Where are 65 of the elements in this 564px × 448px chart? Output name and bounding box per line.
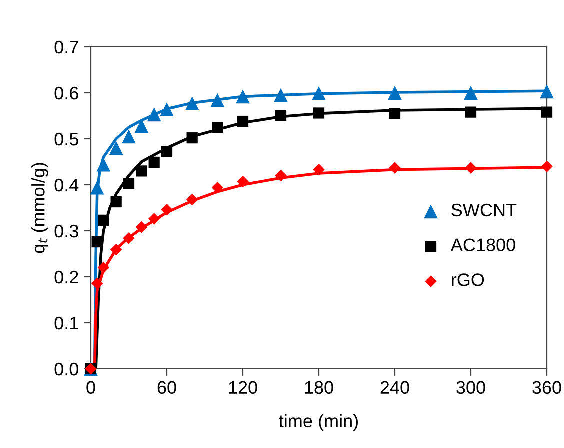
point [90, 180, 104, 195]
point [464, 86, 478, 100]
y-tick-label: 0.7 [54, 40, 78, 54]
point [123, 178, 135, 190]
point [98, 214, 110, 226]
point [148, 156, 160, 168]
point [98, 262, 110, 274]
point [91, 278, 104, 290]
point [147, 108, 162, 122]
point [134, 119, 149, 134]
point [313, 108, 325, 119]
x-tick-label: 120 [229, 381, 258, 394]
point [275, 170, 287, 182]
point [123, 232, 135, 244]
point [148, 213, 160, 225]
point [186, 194, 198, 206]
y-tick-label: 0.5 [54, 132, 78, 146]
point [109, 141, 124, 156]
x-tick-label: 240 [380, 381, 410, 394]
point [237, 176, 249, 188]
y-tick-label: 0.0 [54, 362, 78, 376]
point [237, 116, 249, 128]
point [96, 158, 111, 172]
point [389, 108, 401, 120]
point [161, 204, 173, 216]
y-tick-label: 0.2 [54, 270, 78, 284]
point [540, 84, 554, 99]
point [136, 166, 148, 177]
point [110, 244, 122, 256]
point [212, 122, 224, 134]
point [236, 90, 250, 104]
point [465, 162, 477, 174]
point [185, 96, 200, 111]
point [92, 236, 103, 248]
point [212, 182, 224, 194]
point [541, 106, 553, 118]
point [389, 162, 401, 174]
point [388, 86, 402, 100]
point [186, 132, 198, 144]
legend-label: SWCNT [452, 204, 517, 217]
y-tick-label: 0.4 [54, 178, 79, 192]
point [136, 221, 148, 234]
point [210, 93, 225, 108]
legend-label: AC1800 [450, 238, 516, 252]
y-tick-label: 0.3 [54, 224, 78, 238]
point [275, 110, 287, 122]
point [541, 160, 553, 172]
point [161, 146, 173, 158]
point [274, 88, 288, 102]
x-tick-label: 60 [158, 381, 176, 394]
point [465, 106, 477, 118]
y-tick-label: 0.6 [54, 86, 78, 100]
legend-label: rGO [452, 274, 484, 286]
x-tick-label: 300 [456, 381, 486, 394]
point [122, 130, 136, 144]
point [312, 86, 326, 100]
x-tick-label: 180 [305, 381, 334, 394]
y-axis-title: q$_{t}$ (mmol/g) [32, 163, 48, 254]
point [160, 102, 174, 117]
point [313, 164, 325, 176]
x-tick-label: 0 [86, 381, 96, 394]
point [110, 196, 122, 208]
x-axis-title: time (min) [279, 414, 358, 432]
y-tick-label: 0.1 [54, 316, 78, 330]
x-tick-label: 360 [532, 381, 562, 394]
